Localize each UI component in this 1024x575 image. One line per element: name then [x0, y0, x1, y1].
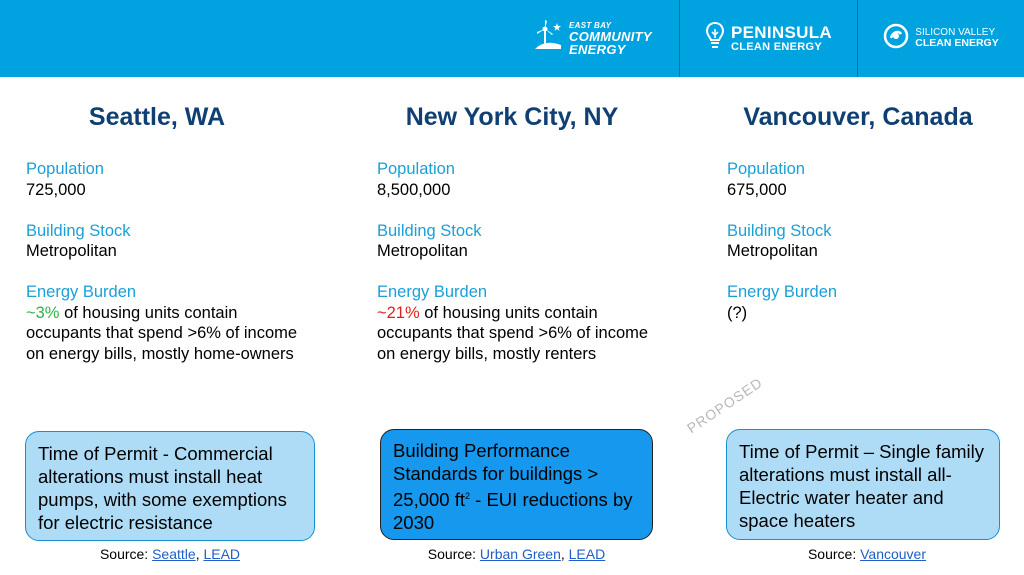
wind-turbine-icon: [533, 19, 563, 58]
vancouver-facts: Population 675,000 Building Stock Metrop…: [727, 159, 1024, 323]
population-value: 725,000: [26, 180, 86, 199]
energy-burden-percent: ~3%: [26, 303, 60, 322]
energy-burden-value: (?): [727, 303, 748, 322]
header-divider: [679, 0, 680, 77]
proposed-stamp: PROPOSED: [684, 374, 766, 437]
seattle-policy-text: Time of Permit - Commercial alterations …: [38, 443, 287, 533]
svce-line1: SILICON VALLEY: [915, 26, 996, 38]
ebce-line3: ENERGY: [569, 41, 626, 57]
energy-burden-label: Energy Burden: [727, 283, 838, 301]
building-stock-label: Building Stock: [26, 221, 131, 240]
lead-source-link[interactable]: LEAD: [568, 546, 606, 562]
source-label: Source:: [427, 546, 480, 562]
building-stock-label: Building Stock: [727, 221, 832, 240]
energy-burden-line2: occupants that spend >6% of income: [26, 324, 298, 342]
svce-circle-icon: [883, 23, 909, 54]
building-stock-value: Metropolitan: [26, 242, 117, 260]
vancouver-policy-box: Time of Permit – Single family alteratio…: [726, 429, 1000, 540]
pce-line1: PENINSULA: [731, 22, 832, 42]
population-value: 675,000: [727, 180, 787, 199]
building-stock-label: Building Stock: [377, 221, 482, 240]
lead-source-link[interactable]: LEAD: [203, 546, 241, 562]
nyc-source: Source: Urban Green, LEAD: [380, 546, 653, 562]
energy-burden-text: ~3% of housing units contain: [26, 303, 326, 324]
svce-line2: CLEAN ENERGY: [915, 37, 999, 50]
energy-burden-line2: occupants that spend >6% of income: [377, 324, 649, 342]
source-separator: ,: [560, 546, 569, 562]
population-value: 8,500,000: [377, 180, 451, 199]
seattle-facts: Population 725,000 Building Stock Metrop…: [26, 159, 326, 364]
urban-green-source-link[interactable]: Urban Green: [479, 546, 561, 562]
population-label: Population: [377, 160, 455, 178]
vancouver-source-link[interactable]: Vancouver: [860, 546, 927, 562]
header-banner: [0, 0, 1024, 77]
population-label: Population: [26, 160, 104, 178]
nyc-facts: Population 8,500,000 Building Stock Metr…: [377, 159, 677, 364]
seattle-source-link[interactable]: Seattle: [152, 546, 196, 562]
nyc-title: New York City, NY: [405, 103, 619, 131]
svce-logo: SILICON VALLEY CLEAN ENERGY: [858, 0, 1024, 77]
pce-logo: PENINSULA CLEAN ENERGY: [680, 0, 857, 77]
lightbulb-icon: [705, 21, 725, 56]
ebce-line2: COMMUNITY: [569, 28, 652, 44]
nyc-policy-superscript: 2: [465, 491, 471, 501]
nyc-policy-text: Building Performance Standards for build…: [393, 439, 640, 534]
pce-line2: CLEAN ENERGY: [731, 40, 823, 53]
energy-burden-text: ~21% of housing units contain: [377, 303, 677, 324]
nyc-policy-part2: - EUI reductions by 2030: [393, 489, 633, 534]
nyc-policy-box: Building Performance Standards for build…: [380, 429, 653, 540]
building-stock-value: Metropolitan: [377, 242, 468, 260]
building-stock-value: Metropolitan: [727, 242, 818, 260]
energy-burden-label: Energy Burden: [377, 283, 488, 301]
seattle-title: Seattle, WA: [88, 103, 226, 131]
ebce-line1: EAST BAY: [569, 20, 612, 30]
vancouver-source: Source: Vancouver: [726, 546, 1008, 562]
population-label: Population: [727, 160, 805, 178]
energy-burden-line3: on energy bills, mostly home-owners: [26, 344, 294, 363]
source-label: Source:: [807, 546, 861, 562]
energy-burden-label: Energy Burden: [26, 283, 137, 301]
energy-burden-line1: of housing units contain: [419, 303, 598, 322]
header-divider: [857, 0, 858, 77]
seattle-policy-box: Time of Permit - Commercial alterations …: [25, 431, 315, 541]
nyc-policy-part1: Building Performance Standards for build…: [393, 440, 599, 511]
energy-burden-line3: on energy bills, mostly renters: [377, 344, 597, 363]
vancouver-policy-text: Time of Permit – Single family alteratio…: [739, 441, 985, 531]
source-separator: ,: [195, 546, 204, 562]
seattle-source: Source: Seattle, LEAD: [25, 546, 315, 562]
ebce-logo: EAST BAY COMMUNITY ENERGY: [533, 0, 679, 77]
source-label: Source:: [99, 546, 153, 562]
energy-burden-percent: ~21%: [377, 303, 420, 322]
energy-burden-line1: of housing units contain: [59, 303, 238, 322]
vancouver-title: Vancouver, Canada: [743, 103, 973, 131]
